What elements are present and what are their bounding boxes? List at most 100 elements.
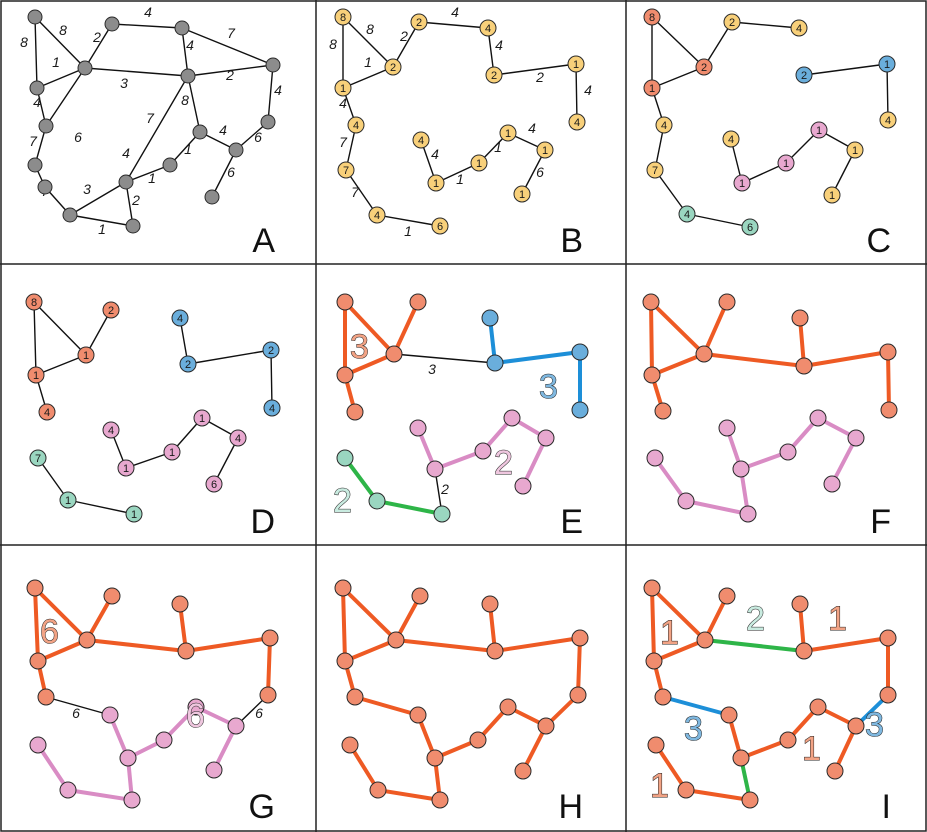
graph-node (426, 749, 444, 767)
graph-node (27, 366, 45, 384)
edge-weight-label: 6 (227, 164, 235, 180)
edge-weight-label: 1 (148, 170, 156, 186)
graph-node (568, 113, 586, 131)
node-label: 1 (433, 178, 439, 190)
edge-weight-label: 3 (83, 181, 91, 197)
graph-node (103, 587, 121, 605)
graph-node (571, 629, 589, 647)
graph-node (567, 55, 585, 73)
graph-node (791, 595, 809, 613)
graph-node (62, 207, 78, 223)
node-label: 8 (31, 297, 37, 309)
graph-node (412, 131, 430, 149)
edge-weight-label: 6 (255, 705, 263, 721)
node-label: 6 (747, 222, 753, 234)
graph-node (677, 781, 695, 799)
panel-f: F (642, 293, 898, 541)
panel-letter-label: C (866, 222, 891, 260)
node-label: 2 (390, 62, 396, 74)
graph-node (204, 189, 220, 205)
cluster-edge (702, 352, 806, 368)
cluster-count-label: 3 (684, 710, 703, 748)
graph-node (569, 686, 587, 704)
cluster-edge (36, 743, 70, 792)
graph-node (643, 366, 661, 384)
graph-node (470, 154, 488, 172)
node-label: 1 (505, 128, 511, 140)
edge-weight-label: 8 (329, 36, 337, 52)
graph-node (227, 717, 245, 735)
node-label: 2 (491, 70, 497, 82)
graph-edge (213, 437, 239, 485)
graph-edge (651, 66, 705, 89)
graph-node (368, 492, 386, 510)
node-label: 1 (829, 190, 835, 202)
graph-node (174, 20, 190, 36)
graph-node (646, 449, 664, 467)
edge-weight-label: 2 (535, 69, 544, 85)
cluster-edge (802, 636, 890, 653)
panel-d: 8 2 1 1 4 4 2 2 4 7 1 1 4 1 1 1 4 6 D (25, 293, 281, 541)
graph-node (262, 341, 280, 359)
edge-weight-label: 6 (74, 129, 82, 145)
cluster-edge (376, 788, 442, 802)
graph-node (642, 293, 660, 311)
graph-node (479, 19, 497, 37)
graph-edge (376, 214, 441, 227)
edge-weight-label: 4 (528, 120, 536, 136)
graph-node (695, 345, 713, 363)
graph-node (77, 346, 95, 364)
panel-letter-label: G (249, 788, 275, 826)
graph-node (77, 60, 93, 76)
graph-node (823, 186, 841, 204)
node-label: 1 (739, 178, 745, 190)
graph-node (741, 791, 759, 809)
graph-node (193, 409, 211, 427)
cluster-edge (33, 586, 40, 663)
graph-node (741, 218, 759, 236)
node-label: 4 (235, 433, 241, 445)
graph-node (37, 179, 53, 195)
edge-weight-label: 2 (399, 28, 408, 44)
graph-node (514, 477, 532, 495)
graph-edge (35, 354, 87, 376)
panel-letter-label: B (560, 222, 583, 260)
graph-edge (67, 499, 135, 515)
graph-node (387, 631, 405, 649)
graph-node (59, 491, 77, 509)
edge-weight-label: 4 (122, 145, 130, 161)
cluster-count-label: 2 (746, 600, 765, 638)
node-label: 1 (33, 370, 39, 382)
graph-node (368, 206, 386, 224)
graph-node (259, 686, 277, 704)
graph-node (431, 217, 449, 235)
cluster-edge (266, 636, 272, 697)
graph-node (514, 762, 532, 780)
graph-node (125, 505, 143, 523)
graph-edge (342, 16, 394, 68)
edge-weight-label: 4 (339, 95, 347, 111)
cluster-edge (650, 586, 656, 663)
cluster-edge (375, 499, 444, 516)
graph-node (334, 8, 352, 26)
graph-node (346, 403, 364, 421)
edge-weight-label: 8 (59, 22, 67, 38)
graph-node (228, 142, 244, 158)
node-label: 2 (701, 62, 707, 74)
cluster-count-label: 1 (828, 600, 847, 638)
node-label: 4 (353, 120, 359, 132)
node-label: 2 (729, 17, 735, 29)
node-label: 4 (108, 425, 114, 437)
node-label: 7 (343, 165, 349, 177)
graph-node (739, 505, 757, 523)
cluster-edge (661, 695, 731, 717)
graph-node (499, 698, 517, 716)
panel-g: 6 6 6 6 G (26, 579, 279, 826)
node-label: 4 (661, 120, 667, 132)
edge-weight-label: 4 (584, 82, 592, 98)
graph-node (646, 161, 664, 179)
cluster-edge (343, 638, 398, 663)
graph-node (38, 118, 54, 134)
graph-node (155, 731, 173, 749)
edge-weight-label: 8 (20, 34, 28, 50)
